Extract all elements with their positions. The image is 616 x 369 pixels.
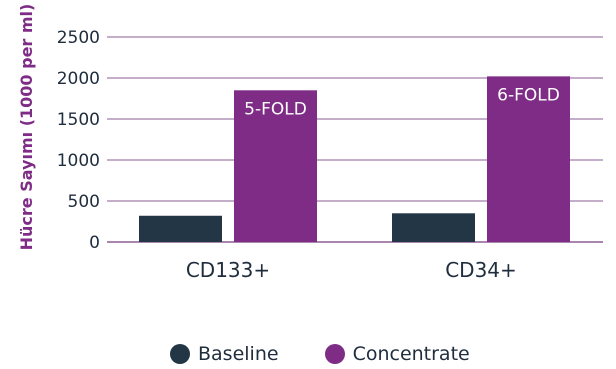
- category-label-cd34plus: CD34+: [445, 258, 517, 282]
- y-tick-label-1500: 1500: [57, 110, 100, 130]
- y-tick-labels: 0 500 1000 1500 2000 2500: [57, 28, 100, 253]
- category-labels: CD133+ CD34+: [186, 258, 517, 282]
- legend-label-baseline: Baseline: [198, 343, 279, 365]
- y-tick-label-500: 500: [68, 192, 100, 212]
- bars: [139, 76, 570, 242]
- legend-label-concentrate: Concentrate: [352, 343, 470, 365]
- legend: Baseline Concentrate: [170, 343, 516, 365]
- data-labels: 5-FOLD 6-FOLD: [244, 85, 560, 119]
- bar-concentrate-cd34plus: [487, 76, 570, 242]
- bar-baseline-cd34plus: [392, 213, 475, 242]
- y-tick-label-2000: 2000: [57, 69, 100, 89]
- y-axis-label: Hücre Sayımı (1000 per ml): [17, 4, 36, 251]
- y-tick-label-1000: 1000: [57, 151, 100, 171]
- bar-chart: 0 500 1000 1500 2000 2500 CD133+ CD34+ 5-FOLD 6…: [17, 4, 603, 282]
- bar-concentrate-cd133plus: [234, 90, 317, 242]
- legend-swatch-baseline: [170, 344, 190, 364]
- data-label-cd133plus: 5-FOLD: [244, 99, 307, 119]
- y-tick-label-2500: 2500: [57, 28, 100, 48]
- y-tick-label-0: 0: [89, 233, 100, 253]
- bar-baseline-cd133plus: [139, 215, 222, 242]
- category-label-cd133plus: CD133+: [186, 258, 270, 282]
- legend-item-concentrate: Concentrate: [324, 343, 470, 365]
- legend-swatch-concentrate: [324, 344, 345, 364]
- legend-item-baseline: Baseline: [170, 343, 279, 365]
- data-label-cd34plus: 6-FOLD: [497, 85, 560, 105]
